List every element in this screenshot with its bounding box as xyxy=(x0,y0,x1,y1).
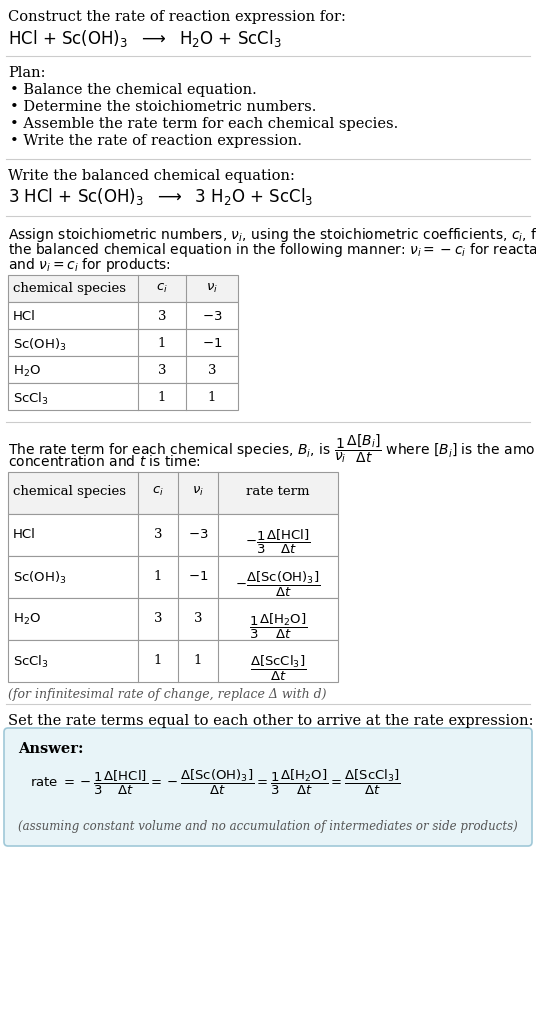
Text: 1: 1 xyxy=(208,391,216,404)
Text: $\dfrac{1}{3}\dfrac{\Delta[\mathrm{H_2O}]}{\Delta t}$: $\dfrac{1}{3}\dfrac{\Delta[\mathrm{H_2O}… xyxy=(249,612,307,641)
Text: $-\dfrac{\Delta[\mathrm{Sc(OH)_3}]}{\Delta t}$: $-\dfrac{\Delta[\mathrm{Sc(OH)_3}]}{\Del… xyxy=(235,570,321,599)
Text: and $\nu_i = c_i$ for products:: and $\nu_i = c_i$ for products: xyxy=(8,256,171,274)
Text: rate term: rate term xyxy=(246,485,310,498)
Text: 3: 3 xyxy=(193,612,202,625)
Text: H$_2$O: H$_2$O xyxy=(13,612,41,627)
Text: $-$1: $-$1 xyxy=(202,337,222,350)
Text: Sc(OH)$_3$: Sc(OH)$_3$ xyxy=(13,337,66,353)
Text: 1: 1 xyxy=(154,570,162,583)
Text: chemical species: chemical species xyxy=(13,485,126,498)
Text: ScCl$_3$: ScCl$_3$ xyxy=(13,654,49,670)
Text: • Balance the chemical equation.: • Balance the chemical equation. xyxy=(10,83,257,97)
Text: 3: 3 xyxy=(154,612,162,625)
Text: 1: 1 xyxy=(194,654,202,667)
Text: $\nu_i$: $\nu_i$ xyxy=(206,282,218,295)
Text: Set the rate terms equal to each other to arrive at the rate expression:: Set the rate terms equal to each other t… xyxy=(8,714,533,728)
Text: • Write the rate of reaction expression.: • Write the rate of reaction expression. xyxy=(10,134,302,148)
Bar xyxy=(8,356,238,383)
Text: $\dfrac{\Delta[\mathrm{ScCl_3}]}{\Delta t}$: $\dfrac{\Delta[\mathrm{ScCl_3}]}{\Delta … xyxy=(250,654,306,683)
Text: 1: 1 xyxy=(158,337,166,350)
Text: 3: 3 xyxy=(208,364,216,377)
Text: (for infinitesimal rate of change, replace Δ with d): (for infinitesimal rate of change, repla… xyxy=(8,688,326,701)
Text: $c_i$: $c_i$ xyxy=(156,282,168,295)
Text: Assign stoichiometric numbers, $\nu_i$, using the stoichiometric coefficients, $: Assign stoichiometric numbers, $\nu_i$, … xyxy=(8,226,536,244)
Text: ScCl$_3$: ScCl$_3$ xyxy=(13,391,49,408)
Text: Construct the rate of reaction expression for:: Construct the rate of reaction expressio… xyxy=(8,10,346,24)
Text: HCl + Sc(OH)$_3$  $\longrightarrow$  H$_2$O + ScCl$_3$: HCl + Sc(OH)$_3$ $\longrightarrow$ H$_2$… xyxy=(8,28,282,49)
Text: Sc(OH)$_3$: Sc(OH)$_3$ xyxy=(13,570,66,586)
Text: • Assemble the rate term for each chemical species.: • Assemble the rate term for each chemic… xyxy=(10,117,398,131)
Text: $c_i$: $c_i$ xyxy=(152,485,164,498)
Bar xyxy=(8,302,238,329)
Bar xyxy=(8,514,338,556)
Text: Write the balanced chemical equation:: Write the balanced chemical equation: xyxy=(8,169,295,183)
Text: 3: 3 xyxy=(158,364,166,377)
Text: The rate term for each chemical species, $B_i$, is $\dfrac{1}{\nu_i}\dfrac{\Delt: The rate term for each chemical species,… xyxy=(8,432,536,465)
Text: 1: 1 xyxy=(154,654,162,667)
Text: concentration and $t$ is time:: concentration and $t$ is time: xyxy=(8,454,200,469)
Text: 3: 3 xyxy=(158,310,166,323)
Text: $-$3: $-$3 xyxy=(188,528,209,541)
Text: 1: 1 xyxy=(158,391,166,404)
Bar xyxy=(8,383,238,410)
Bar xyxy=(8,598,338,640)
Text: $\nu_i$: $\nu_i$ xyxy=(192,485,204,498)
Text: rate $= -\dfrac{1}{3}\dfrac{\Delta[\mathrm{HCl}]}{\Delta t} = -\dfrac{\Delta[\ma: rate $= -\dfrac{1}{3}\dfrac{\Delta[\math… xyxy=(30,768,401,798)
Text: $-\dfrac{1}{3}\dfrac{\Delta[\mathrm{HCl}]}{\Delta t}$: $-\dfrac{1}{3}\dfrac{\Delta[\mathrm{HCl}… xyxy=(245,528,311,556)
Text: $-$1: $-$1 xyxy=(188,570,208,583)
FancyBboxPatch shape xyxy=(4,728,532,846)
Bar xyxy=(8,275,238,302)
Text: $-$3: $-$3 xyxy=(202,310,222,323)
Text: • Determine the stoichiometric numbers.: • Determine the stoichiometric numbers. xyxy=(10,100,316,114)
Text: (assuming constant volume and no accumulation of intermediates or side products): (assuming constant volume and no accumul… xyxy=(18,820,518,833)
Bar xyxy=(8,329,238,356)
Text: 3 HCl + Sc(OH)$_3$  $\longrightarrow$  3 H$_2$O + ScCl$_3$: 3 HCl + Sc(OH)$_3$ $\longrightarrow$ 3 H… xyxy=(8,186,314,207)
Text: the balanced chemical equation in the following manner: $\nu_i = -c_i$ for react: the balanced chemical equation in the fo… xyxy=(8,241,536,259)
Bar xyxy=(8,472,338,514)
Text: HCl: HCl xyxy=(13,528,36,541)
Text: HCl: HCl xyxy=(13,310,36,323)
Text: 3: 3 xyxy=(154,528,162,541)
Text: Answer:: Answer: xyxy=(18,742,84,756)
Bar xyxy=(8,556,338,598)
Text: Plan:: Plan: xyxy=(8,66,46,80)
Bar xyxy=(8,640,338,682)
Text: H$_2$O: H$_2$O xyxy=(13,364,41,379)
Text: chemical species: chemical species xyxy=(13,282,126,295)
